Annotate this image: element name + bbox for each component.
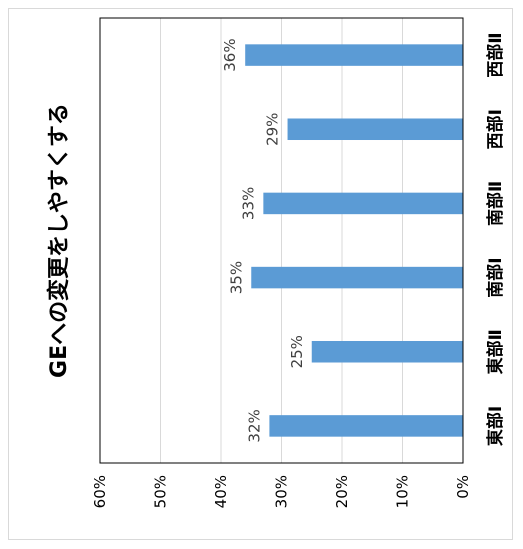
data-label: 35% [227, 261, 245, 294]
labels: 32% 25% 35% 33% 29% 36% 東部Ⅰ 東部Ⅱ 南部Ⅰ 南部Ⅱ 西部Ⅰ 西部Ⅱ GEへの… [46, 32, 506, 446]
tick-label: 20% [333, 475, 351, 508]
tick-label: 50% [152, 475, 170, 508]
category-label: 西部Ⅰ [485, 109, 506, 149]
axis: 0% 10% 20% 30% 40% 50% 60% [91, 17, 472, 508]
bar [245, 44, 463, 66]
bars [245, 44, 463, 437]
data-label: 32% [245, 409, 263, 442]
tick-label: 10% [394, 475, 412, 508]
bar [263, 192, 463, 215]
category-label: 東部Ⅰ [485, 406, 506, 446]
tick-label: 40% [212, 475, 230, 508]
tick-label: 0% [454, 475, 472, 499]
data-label: 36% [221, 38, 239, 71]
category-label: 南部Ⅰ [485, 257, 506, 297]
gridlines [99, 18, 403, 463]
category-label: 南部Ⅱ [485, 181, 506, 226]
chart-title: GEへの変更をしやすくする [46, 103, 72, 378]
category-label: 東部Ⅱ [485, 329, 506, 374]
data-label: 33% [239, 187, 257, 220]
tick-label: 30% [273, 475, 291, 508]
bar [269, 415, 463, 437]
data-label: 29% [264, 113, 282, 146]
tick-label: 60% [91, 475, 109, 508]
plot-border [99, 17, 464, 464]
category-label: 西部Ⅱ [485, 32, 506, 77]
bar [311, 340, 463, 363]
bar [287, 118, 463, 141]
bar [251, 266, 463, 289]
data-label: 25% [288, 335, 306, 368]
